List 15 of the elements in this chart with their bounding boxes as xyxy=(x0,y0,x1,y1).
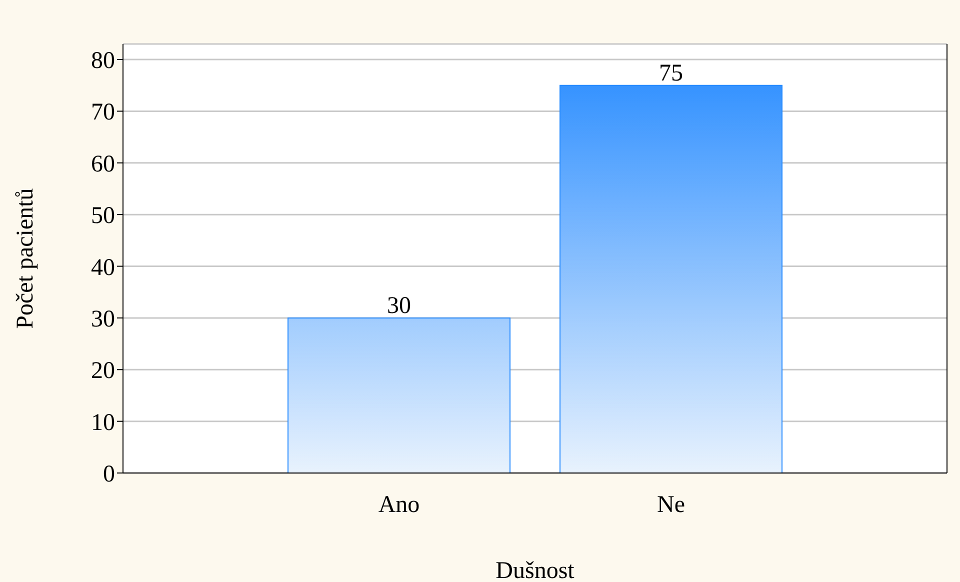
y-tick-label: 80 xyxy=(91,48,115,74)
y-axis-title: Počet pacientů xyxy=(12,188,39,329)
x-tick-label: Ano xyxy=(378,492,420,518)
x-tick-label: Ne xyxy=(657,492,685,518)
y-tick-label: 20 xyxy=(91,358,115,384)
data-label: 30 xyxy=(387,292,411,319)
y-tick-label: 30 xyxy=(91,306,115,332)
y-tick-label: 50 xyxy=(91,203,115,230)
y-tick-label: 70 xyxy=(91,100,115,126)
y-tick-label: 60 xyxy=(91,151,115,178)
y-tick-label: 0 xyxy=(103,462,115,488)
y-tick-label: 40 xyxy=(91,254,115,281)
x-axis-title: Dušnost xyxy=(496,558,575,582)
data-label: 75 xyxy=(659,60,683,86)
y-tick-label: 10 xyxy=(91,410,115,436)
